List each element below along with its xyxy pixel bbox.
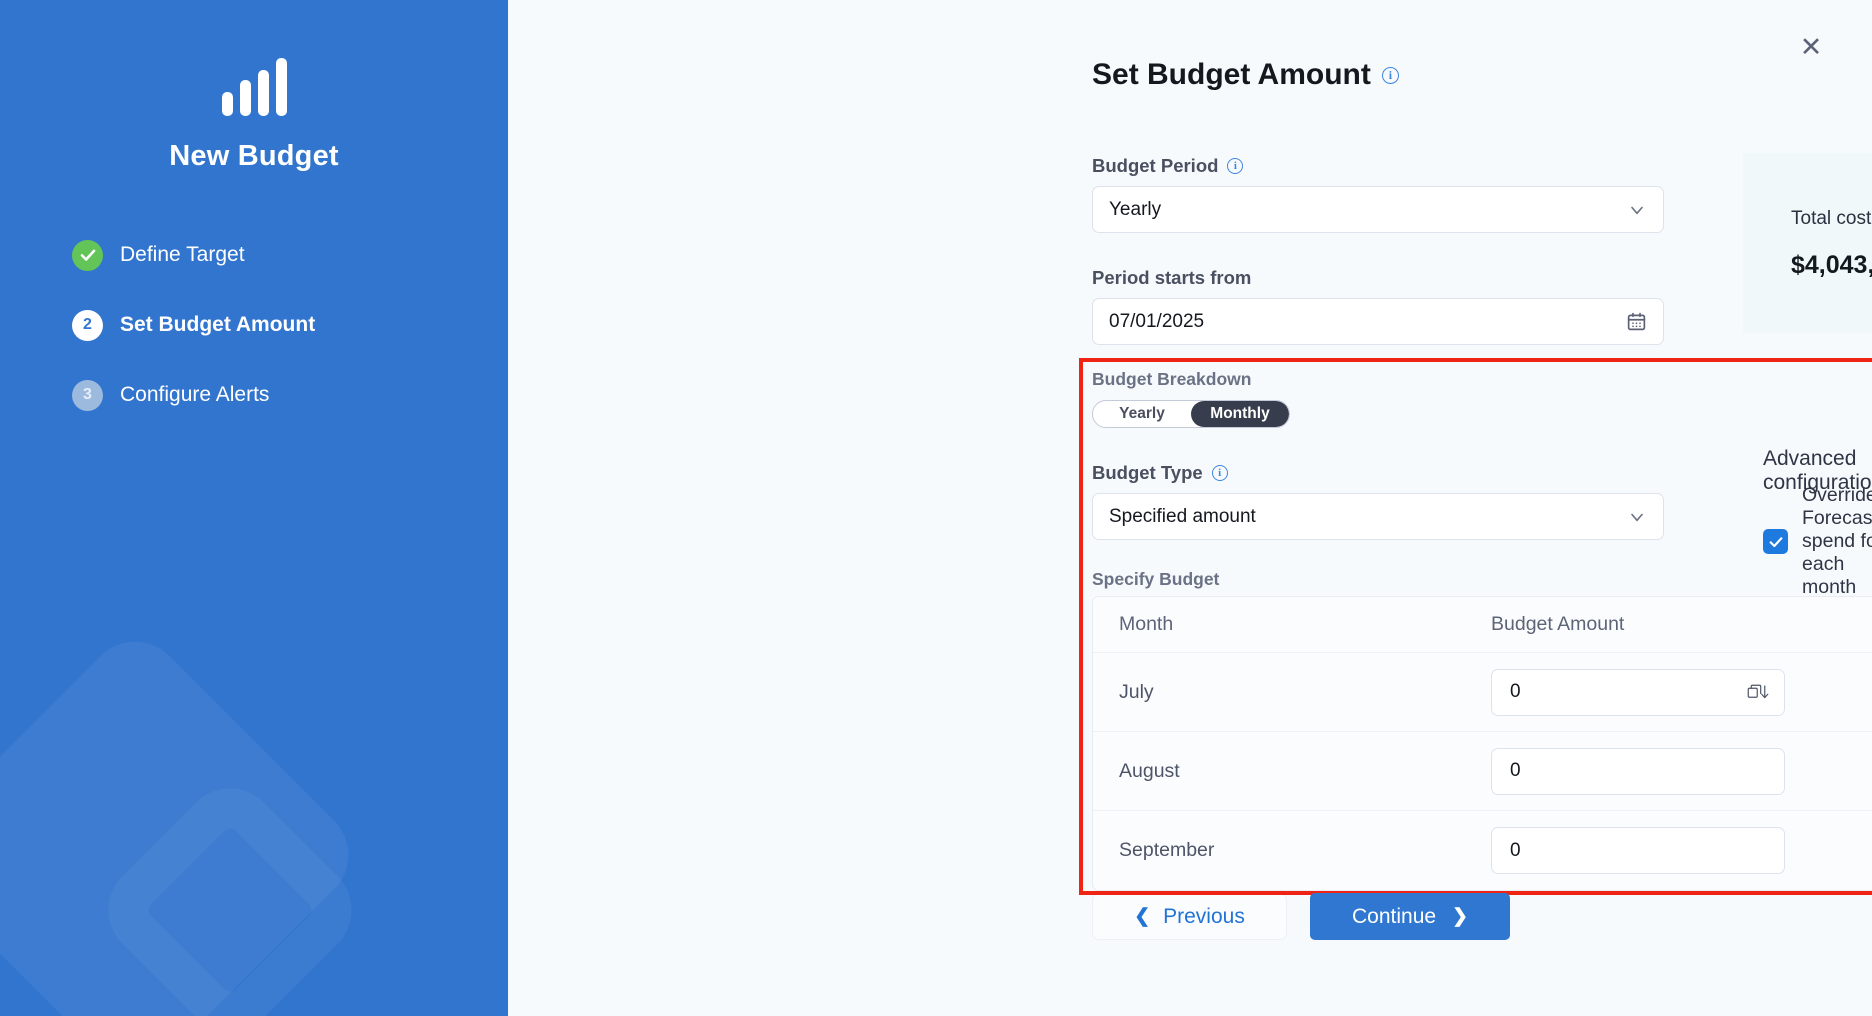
checkbox-checked-icon[interactable] bbox=[1763, 529, 1788, 554]
override-forecasted-spend-checkbox-row[interactable]: Override Forecasted spend for each month bbox=[1763, 484, 1872, 599]
bar-chart-icon bbox=[221, 58, 287, 116]
previous-button[interactable]: ❮ Previous bbox=[1092, 893, 1287, 940]
page-title: Set Budget Amount i bbox=[1092, 58, 1399, 92]
calendar-icon[interactable] bbox=[1626, 311, 1647, 332]
info-icon[interactable]: i bbox=[1211, 465, 1228, 481]
sidebar-title: New Budget bbox=[169, 140, 339, 172]
continue-button[interactable]: Continue ❯ bbox=[1310, 893, 1510, 940]
sidebar-step-set-budget-amount[interactable]: 2 Set Budget Amount bbox=[72, 302, 508, 348]
cell-month: July bbox=[1119, 680, 1154, 703]
budget-type-select[interactable]: Specified amount bbox=[1092, 493, 1664, 540]
chevron-down-icon bbox=[1627, 507, 1647, 527]
copy-down-icon[interactable] bbox=[1746, 683, 1770, 701]
wizard-sidebar: New Budget Define Target 2 Set Budget Am… bbox=[0, 0, 508, 1016]
logo bbox=[0, 58, 508, 116]
step-number-badge: 3 bbox=[72, 379, 103, 411]
budget-type-value: Specified amount bbox=[1109, 505, 1256, 527]
cost-summary-card: Total cost last period $4,043,382.49 Pro… bbox=[1743, 153, 1872, 333]
step-number-badge: 2 bbox=[72, 309, 103, 341]
column-header-budget-amount: Budget Amount bbox=[1491, 613, 1625, 635]
budget-amount-input[interactable]: 0 bbox=[1491, 827, 1785, 874]
chevron-down-icon bbox=[1627, 200, 1647, 220]
period-start-date-input[interactable]: 07/01/2025 bbox=[1092, 298, 1664, 345]
main-panel: ✕ Set Budget Amount i Budget Period i Ye… bbox=[508, 0, 1872, 1016]
budget-breakdown-title: Budget Breakdown bbox=[1092, 369, 1252, 389]
toggle-option-monthly[interactable]: Monthly bbox=[1191, 401, 1289, 427]
cell-budget-amount: 0 bbox=[1491, 747, 1872, 795]
info-icon[interactable]: i bbox=[1381, 66, 1399, 84]
advanced-configuration-title: Advanced configuration(optional) bbox=[1763, 447, 1872, 495]
table-header-row: Month Budget Amount Forecasted Spend bbox=[1093, 597, 1872, 653]
chevron-left-icon: ❮ bbox=[1134, 906, 1151, 927]
close-icon[interactable]: ✕ bbox=[1794, 30, 1828, 64]
cost-summary-total-last-period: Total cost last period $4,043,382.49 bbox=[1743, 206, 1872, 280]
sidebar-step-define-target[interactable]: Define Target bbox=[72, 232, 508, 278]
toggle-option-yearly[interactable]: Yearly bbox=[1119, 405, 1165, 422]
wizard-steps: Define Target 2 Set Budget Amount 3 Conf… bbox=[0, 232, 508, 418]
sidebar-step-configure-alerts[interactable]: 3 Configure Alerts bbox=[72, 372, 508, 418]
budget-type-label: Budget Type i bbox=[1092, 462, 1228, 484]
table-row: September 0 0 bbox=[1093, 811, 1872, 890]
cost-value: $4,043,382.49 bbox=[1791, 250, 1872, 279]
period-start-label: Period starts from bbox=[1092, 267, 1251, 289]
breakdown-period-toggle[interactable]: Yearly Monthly bbox=[1092, 400, 1290, 428]
budget-type-label-text: Budget Type bbox=[1092, 462, 1203, 483]
advanced-configuration-title-text: Advanced configuration bbox=[1763, 447, 1872, 494]
table-row: July 0 bbox=[1093, 653, 1872, 732]
page-title-text: Set Budget Amount bbox=[1092, 58, 1371, 91]
cell-budget-amount: 0 bbox=[1491, 827, 1872, 874]
period-start-label-text: Period starts from bbox=[1092, 267, 1252, 288]
cost-caption: Total cost last period bbox=[1791, 208, 1872, 230]
budget-period-label-text: Budget Period bbox=[1092, 155, 1219, 176]
budget-period-select[interactable]: Yearly bbox=[1092, 186, 1664, 233]
budget-amount-input[interactable]: 0 bbox=[1491, 668, 1785, 716]
info-icon[interactable]: i bbox=[1227, 158, 1244, 174]
sidebar-step-label: Configure Alerts bbox=[120, 383, 270, 406]
sidebar-step-label: Define Target bbox=[120, 243, 245, 266]
chevron-right-icon: ❯ bbox=[1452, 906, 1468, 927]
cell-month: September bbox=[1119, 839, 1215, 861]
sidebar-step-label: Set Budget Amount bbox=[120, 313, 316, 336]
check-icon bbox=[72, 239, 103, 271]
previous-button-label: Previous bbox=[1163, 904, 1245, 928]
table-row: August 0 0 bbox=[1093, 732, 1872, 811]
budget-period-label: Budget Period i bbox=[1092, 155, 1244, 177]
period-start-value: 07/01/2025 bbox=[1109, 310, 1205, 332]
budget-amount-input[interactable]: 0 bbox=[1491, 747, 1785, 795]
cell-month: August bbox=[1119, 759, 1180, 782]
specify-budget-title: Specify Budget bbox=[1092, 569, 1220, 589]
cell-budget-amount: 0 bbox=[1491, 668, 1872, 716]
continue-button-label: Continue bbox=[1352, 904, 1437, 928]
specify-budget-table: Month Budget Amount Forecasted Spend Jul… bbox=[1092, 596, 1872, 891]
budget-period-value: Yearly bbox=[1109, 198, 1162, 220]
override-forecasted-spend-label: Override Forecasted spend for each month bbox=[1802, 484, 1872, 598]
column-header-month: Month bbox=[1119, 613, 1174, 635]
